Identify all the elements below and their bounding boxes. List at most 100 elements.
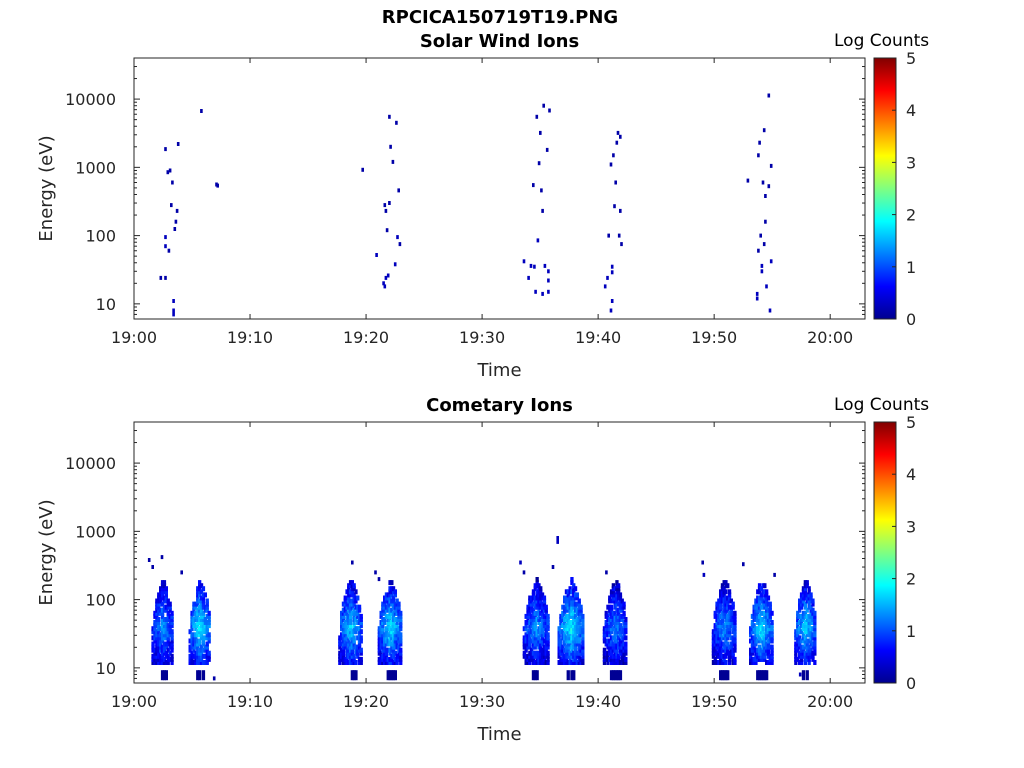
heatmap-cell [164, 632, 168, 638]
heatmap-cell [347, 592, 351, 598]
heatmap-cell [813, 620, 817, 625]
heatmap-cell [546, 626, 550, 632]
heatmap-cell [526, 607, 530, 613]
heatmap-cell [799, 653, 804, 659]
heatmap-cell [391, 586, 396, 592]
heatmap-cell [348, 635, 353, 641]
heatmap-cell [572, 617, 576, 622]
heatmap-cell [609, 604, 614, 610]
heatmap-cell [750, 613, 755, 619]
heatmap-cell [386, 617, 390, 622]
heatmap-cell [164, 592, 168, 598]
heatmap-cell [522, 641, 526, 647]
heatmap-cell [575, 626, 579, 632]
heatmap-cell [155, 653, 159, 659]
heatmap-cell [760, 269, 764, 274]
heatmap-cell [766, 629, 771, 635]
heatmap-cell [729, 623, 733, 629]
heatmap-cell [722, 635, 726, 641]
heatmap-cell [608, 644, 612, 650]
heatmap-cell [397, 613, 401, 619]
heatmap-cell [530, 607, 534, 613]
heatmap-cell [530, 647, 534, 653]
heatmap-cell [531, 589, 536, 595]
heatmap-cell [535, 577, 539, 582]
heatmap-cell [613, 586, 617, 592]
heatmap-cell [615, 598, 619, 604]
heatmap-cell [575, 601, 579, 607]
heatmap-cell [381, 626, 385, 632]
heatmap-cell [566, 670, 570, 681]
heatmap-cell [759, 670, 763, 681]
heatmap-cell [572, 629, 576, 635]
heatmap-cell [770, 629, 774, 635]
heatmap-cell [162, 626, 167, 632]
heatmap-cell [205, 632, 209, 638]
heatmap-cell [162, 586, 167, 592]
heatmap-cell [617, 589, 621, 595]
heatmap-cell [577, 644, 581, 650]
heatmap-cell [577, 647, 581, 653]
heatmap-cell [159, 589, 163, 595]
heatmap-cell [395, 660, 399, 665]
heatmap-cell [765, 610, 769, 616]
heatmap-cell [761, 180, 765, 185]
x-tick-label: 19:20 [343, 692, 389, 711]
heatmap-cell [799, 601, 804, 607]
heatmap-cell [572, 635, 576, 641]
heatmap-cell [540, 188, 543, 193]
heatmap-cell [577, 626, 581, 632]
heatmap-cell [611, 644, 615, 650]
heatmap-cell [606, 275, 609, 280]
heatmap-cell [622, 644, 626, 650]
heatmap-cell [715, 653, 719, 659]
heatmap-cell [577, 641, 581, 647]
heatmap-cell [162, 595, 167, 601]
heatmap-cell [170, 647, 174, 653]
heatmap-cell [530, 653, 534, 659]
heatmap-cell [537, 595, 541, 601]
heatmap-cell [794, 656, 798, 662]
colorbar-tick-label: 5 [906, 413, 916, 432]
heatmap-cell [196, 592, 200, 598]
heatmap-cell [399, 613, 403, 619]
heatmap-cell [620, 635, 624, 641]
heatmap-cell [609, 660, 614, 665]
heatmap-cell [733, 613, 737, 619]
heatmap-cell [345, 595, 349, 601]
heatmap-cell [807, 626, 811, 632]
heatmap-cell [524, 660, 528, 665]
heatmap-cell [757, 635, 762, 641]
heatmap-cell [727, 650, 732, 656]
heatmap-cell [761, 656, 765, 662]
heatmap-cell [350, 604, 354, 610]
heatmap-cell [190, 610, 194, 616]
heatmap-cell [711, 650, 716, 656]
heatmap-cell [799, 592, 804, 598]
heatmap-cell [160, 660, 165, 665]
heatmap-cell [611, 635, 615, 641]
heatmap-cell [354, 604, 358, 610]
heatmap-cell [798, 641, 802, 647]
heatmap-cell [763, 647, 767, 653]
heatmap-cell [566, 592, 570, 598]
heatmap-cell [357, 629, 362, 635]
heatmap-cell [763, 656, 767, 662]
heatmap-cell [807, 592, 811, 598]
heatmap-cell [726, 632, 730, 638]
heatmap-cell [609, 607, 614, 613]
heatmap-cell [767, 184, 771, 189]
heatmap-cell [345, 629, 349, 635]
heatmap-cell [811, 610, 815, 616]
heatmap-cell [761, 617, 765, 622]
heatmap-cell [393, 635, 397, 641]
heatmap-cell [190, 641, 194, 647]
heatmap-cell [566, 650, 570, 656]
heatmap-cell [765, 592, 769, 598]
heatmap-cell [194, 644, 198, 650]
heatmap-cell [611, 586, 615, 592]
heatmap-cell [811, 632, 815, 638]
heatmap-cell [354, 595, 358, 601]
heatmap-cell [151, 653, 155, 659]
heatmap-cell [348, 620, 353, 625]
